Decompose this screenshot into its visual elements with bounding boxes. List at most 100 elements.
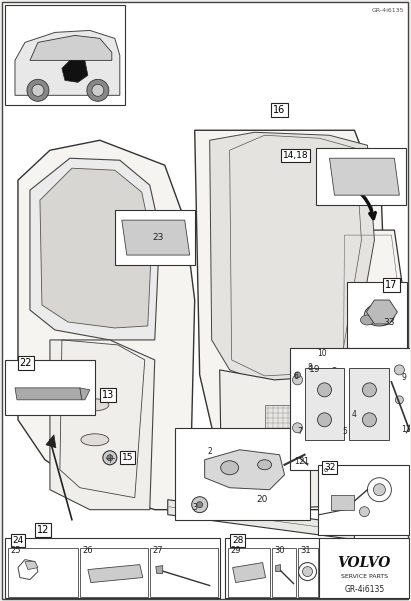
Polygon shape bbox=[275, 564, 281, 572]
Text: 7: 7 bbox=[297, 427, 302, 436]
Bar bbox=[289, 348, 411, 470]
Text: 11: 11 bbox=[402, 426, 411, 435]
Polygon shape bbox=[46, 435, 56, 448]
Circle shape bbox=[293, 423, 302, 433]
Ellipse shape bbox=[221, 461, 239, 475]
Text: 16: 16 bbox=[273, 105, 286, 115]
Bar bbox=[347, 282, 407, 348]
Polygon shape bbox=[40, 168, 152, 328]
Text: 5: 5 bbox=[342, 427, 347, 436]
Text: GR-4i6135: GR-4i6135 bbox=[344, 585, 385, 594]
Bar bbox=[8, 548, 78, 597]
Polygon shape bbox=[30, 158, 160, 340]
Text: 2: 2 bbox=[207, 447, 212, 456]
Circle shape bbox=[32, 84, 44, 96]
Circle shape bbox=[103, 451, 117, 465]
Circle shape bbox=[192, 496, 208, 513]
Bar bbox=[332, 495, 354, 510]
Text: 26: 26 bbox=[83, 546, 93, 555]
Text: 13: 13 bbox=[102, 390, 114, 400]
Bar bbox=[272, 548, 296, 597]
Polygon shape bbox=[80, 388, 90, 400]
Polygon shape bbox=[30, 35, 112, 60]
Bar bbox=[5, 360, 95, 415]
Bar bbox=[265, 405, 330, 450]
Polygon shape bbox=[156, 566, 163, 573]
Text: 8: 8 bbox=[307, 364, 312, 373]
Ellipse shape bbox=[81, 434, 109, 446]
Polygon shape bbox=[337, 230, 407, 495]
Text: 31: 31 bbox=[300, 546, 311, 555]
Text: 30: 30 bbox=[274, 546, 285, 555]
Circle shape bbox=[318, 383, 332, 397]
Ellipse shape bbox=[365, 304, 395, 326]
Text: 17: 17 bbox=[385, 280, 397, 290]
Bar bbox=[80, 548, 148, 597]
Text: 25: 25 bbox=[11, 546, 21, 555]
Polygon shape bbox=[168, 499, 354, 540]
Circle shape bbox=[395, 365, 404, 375]
Polygon shape bbox=[88, 564, 143, 582]
Text: 14,18: 14,18 bbox=[283, 151, 308, 160]
Polygon shape bbox=[25, 561, 38, 570]
Text: VOLVO: VOLVO bbox=[338, 555, 391, 570]
Circle shape bbox=[395, 396, 403, 404]
Ellipse shape bbox=[284, 446, 325, 464]
Polygon shape bbox=[330, 158, 399, 195]
Polygon shape bbox=[15, 388, 82, 400]
Text: 23: 23 bbox=[152, 233, 164, 242]
Text: 27: 27 bbox=[152, 546, 163, 555]
Bar bbox=[349, 368, 389, 440]
Text: 29: 29 bbox=[231, 546, 241, 555]
Bar bbox=[319, 538, 409, 597]
Bar bbox=[228, 548, 270, 597]
Circle shape bbox=[87, 79, 109, 102]
Text: 22: 22 bbox=[20, 358, 32, 368]
Bar bbox=[318, 465, 409, 535]
Bar bbox=[150, 548, 218, 597]
Ellipse shape bbox=[258, 460, 272, 470]
Text: 28: 28 bbox=[232, 536, 243, 545]
Text: 24: 24 bbox=[12, 536, 23, 545]
Text: 19: 19 bbox=[309, 365, 320, 374]
Circle shape bbox=[363, 383, 376, 397]
Polygon shape bbox=[219, 370, 379, 508]
Bar bbox=[225, 538, 319, 597]
Bar bbox=[115, 210, 195, 265]
Polygon shape bbox=[367, 300, 397, 324]
Text: o: o bbox=[323, 467, 328, 473]
Bar bbox=[298, 548, 318, 597]
Bar bbox=[5, 5, 125, 105]
Ellipse shape bbox=[360, 315, 374, 325]
Text: 32: 32 bbox=[324, 463, 335, 472]
Text: SERVICE PARTS: SERVICE PARTS bbox=[341, 574, 388, 579]
Circle shape bbox=[374, 484, 386, 496]
Text: 9: 9 bbox=[402, 373, 407, 382]
Text: 10: 10 bbox=[318, 349, 327, 358]
Polygon shape bbox=[205, 450, 284, 490]
Circle shape bbox=[318, 413, 332, 427]
Circle shape bbox=[27, 79, 49, 102]
Text: 3: 3 bbox=[192, 503, 197, 512]
Bar bbox=[175, 428, 309, 520]
Circle shape bbox=[328, 364, 340, 376]
Circle shape bbox=[363, 413, 376, 427]
Circle shape bbox=[92, 84, 104, 96]
Text: 4: 4 bbox=[352, 410, 357, 419]
Polygon shape bbox=[18, 140, 195, 510]
Circle shape bbox=[332, 367, 337, 373]
Polygon shape bbox=[50, 340, 155, 510]
Text: 33: 33 bbox=[383, 319, 395, 328]
Ellipse shape bbox=[379, 392, 389, 398]
Polygon shape bbox=[62, 60, 88, 82]
Circle shape bbox=[197, 502, 203, 508]
Text: 15: 15 bbox=[122, 453, 134, 462]
Bar bbox=[316, 148, 406, 205]
Polygon shape bbox=[233, 563, 266, 582]
Text: 1: 1 bbox=[294, 457, 299, 466]
Circle shape bbox=[302, 567, 312, 576]
Polygon shape bbox=[15, 31, 120, 96]
Text: 20: 20 bbox=[256, 495, 267, 504]
Text: 12: 12 bbox=[37, 525, 49, 535]
Bar bbox=[5, 538, 219, 597]
